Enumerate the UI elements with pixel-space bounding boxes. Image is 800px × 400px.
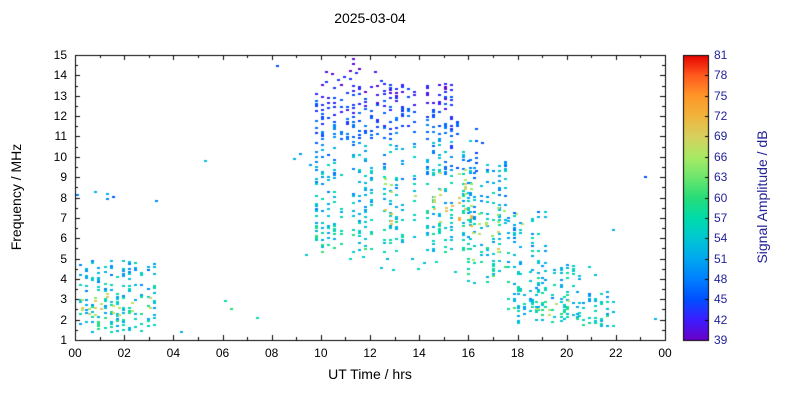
cb-tick-label: 72 [714,109,728,124]
cb-tick-label: 63 [714,170,728,185]
y-axis-label: Frequency / MHz [8,143,24,251]
y-tick-label: 2 [60,312,67,327]
y-tick-label: 15 [53,48,67,62]
x-tick-label: 06 [215,346,230,360]
y-tick-label: 6 [60,231,67,246]
x-tick-label: 10 [314,346,328,360]
cb-tick-label: 81 [714,48,728,62]
y-tick-label: 13 [53,88,67,103]
y-tick-label: 14 [53,68,67,83]
cb-tick-label: 39 [714,333,728,347]
x-tick-label: 22 [609,346,623,360]
y-tick-label: 11 [54,129,67,144]
x-tick-label: 12 [363,346,377,360]
cb-tick-label: 78 [714,68,728,83]
cb-tick-label: 48 [714,271,728,286]
cb-tick-label: 54 [714,231,728,246]
chart-title: 2025-03-04 [334,10,406,26]
cb-tick-label: 57 [714,210,728,225]
cb-tick-label: 42 [714,312,728,327]
x-tick-label: 14 [412,346,426,360]
cb-tick-label: 66 [714,149,728,164]
cb-tick-label: 75 [714,88,728,103]
y-tick-label: 4 [60,271,67,286]
y-tick-label: 9 [60,170,67,185]
x-tick-label: 04 [166,346,181,360]
x-tick-label: 02 [117,346,131,360]
y-tick-label: 5 [60,251,67,266]
y-tick-label: 7 [60,210,67,225]
y-tick-label: 10 [53,149,67,164]
x-tick-label: 20 [559,346,574,360]
y-tick-label: 1 [60,333,67,347]
y-tick-label: 3 [60,292,67,307]
x-tick-label: 08 [264,346,279,360]
x-tick-label: 00 [68,346,82,360]
x-tick-label: 18 [510,346,525,360]
cb-tick-label: 69 [714,129,728,144]
cb-tick-label: 60 [714,190,728,205]
y-tick-label: 12 [53,109,67,124]
x-tick-label: 00 [658,346,672,360]
cb-tick-label: 51 [714,251,728,266]
x-axis-label: UT Time / hrs [328,366,412,382]
x-tick-label: 16 [461,346,476,360]
cb-tick-label: 45 [714,292,728,307]
y-tick-label: 8 [60,190,67,205]
colorbar-label: Signal Amplitude / dB [754,130,770,264]
